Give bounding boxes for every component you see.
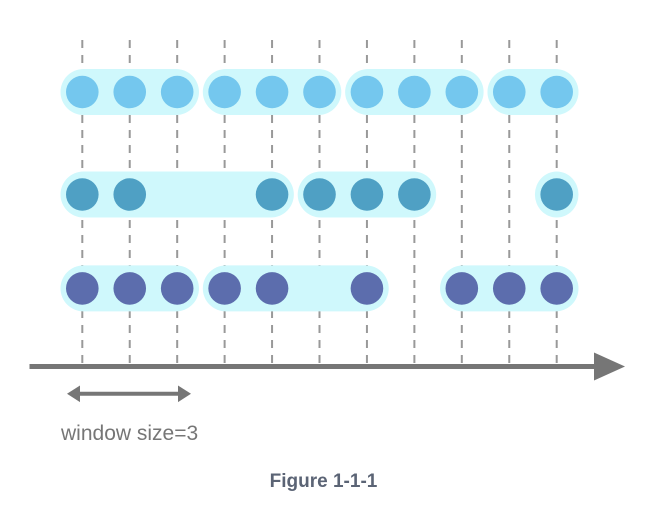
svg-text:window size=3: window size=3 [60,422,198,445]
svg-text:Figure 1-1-1: Figure 1-1-1 [270,471,378,492]
